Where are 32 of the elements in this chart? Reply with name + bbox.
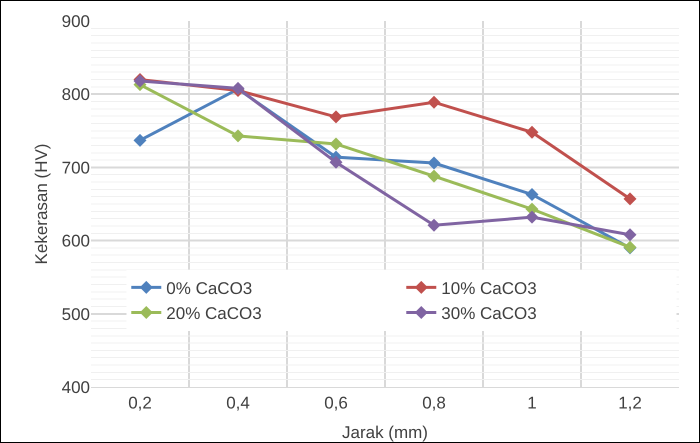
x-tick-label: 0,8	[422, 393, 446, 412]
y-tick-label: 500	[62, 304, 90, 324]
x-tick-label: 1,2	[618, 393, 642, 412]
legend-label: 30% CaCO3	[441, 304, 537, 324]
legend-label: 0% CaCO3	[166, 279, 252, 298]
legend-label: 20% CaCO3	[166, 304, 262, 324]
point	[526, 126, 538, 139]
point	[428, 156, 440, 170]
y-tick-label: 900	[62, 12, 90, 31]
y-axis-title: Kekerasan (HV)	[32, 144, 51, 264]
x-tick-label: 1	[527, 393, 537, 412]
x-tick-label: 0,6	[324, 393, 348, 412]
y-tick-label: 600	[62, 232, 90, 251]
point	[330, 156, 342, 169]
y-tick-label: 400	[62, 378, 90, 397]
legend-label: 10% CaCO3	[441, 279, 537, 298]
x-tick-label: 0,2	[128, 393, 152, 412]
point	[526, 188, 538, 201]
point	[134, 134, 146, 147]
point	[428, 96, 440, 109]
y-tick-label: 800	[62, 85, 90, 104]
point	[624, 192, 636, 206]
point	[428, 218, 440, 232]
x-tick-label: 0,4	[226, 393, 250, 412]
point	[330, 110, 342, 124]
point	[232, 129, 244, 142]
point	[624, 228, 636, 242]
x-axis-title: Jarak (mm)	[342, 423, 428, 442]
point	[330, 137, 342, 150]
y-tick-label: 700	[62, 158, 90, 178]
point	[428, 170, 440, 183]
point	[526, 210, 538, 224]
